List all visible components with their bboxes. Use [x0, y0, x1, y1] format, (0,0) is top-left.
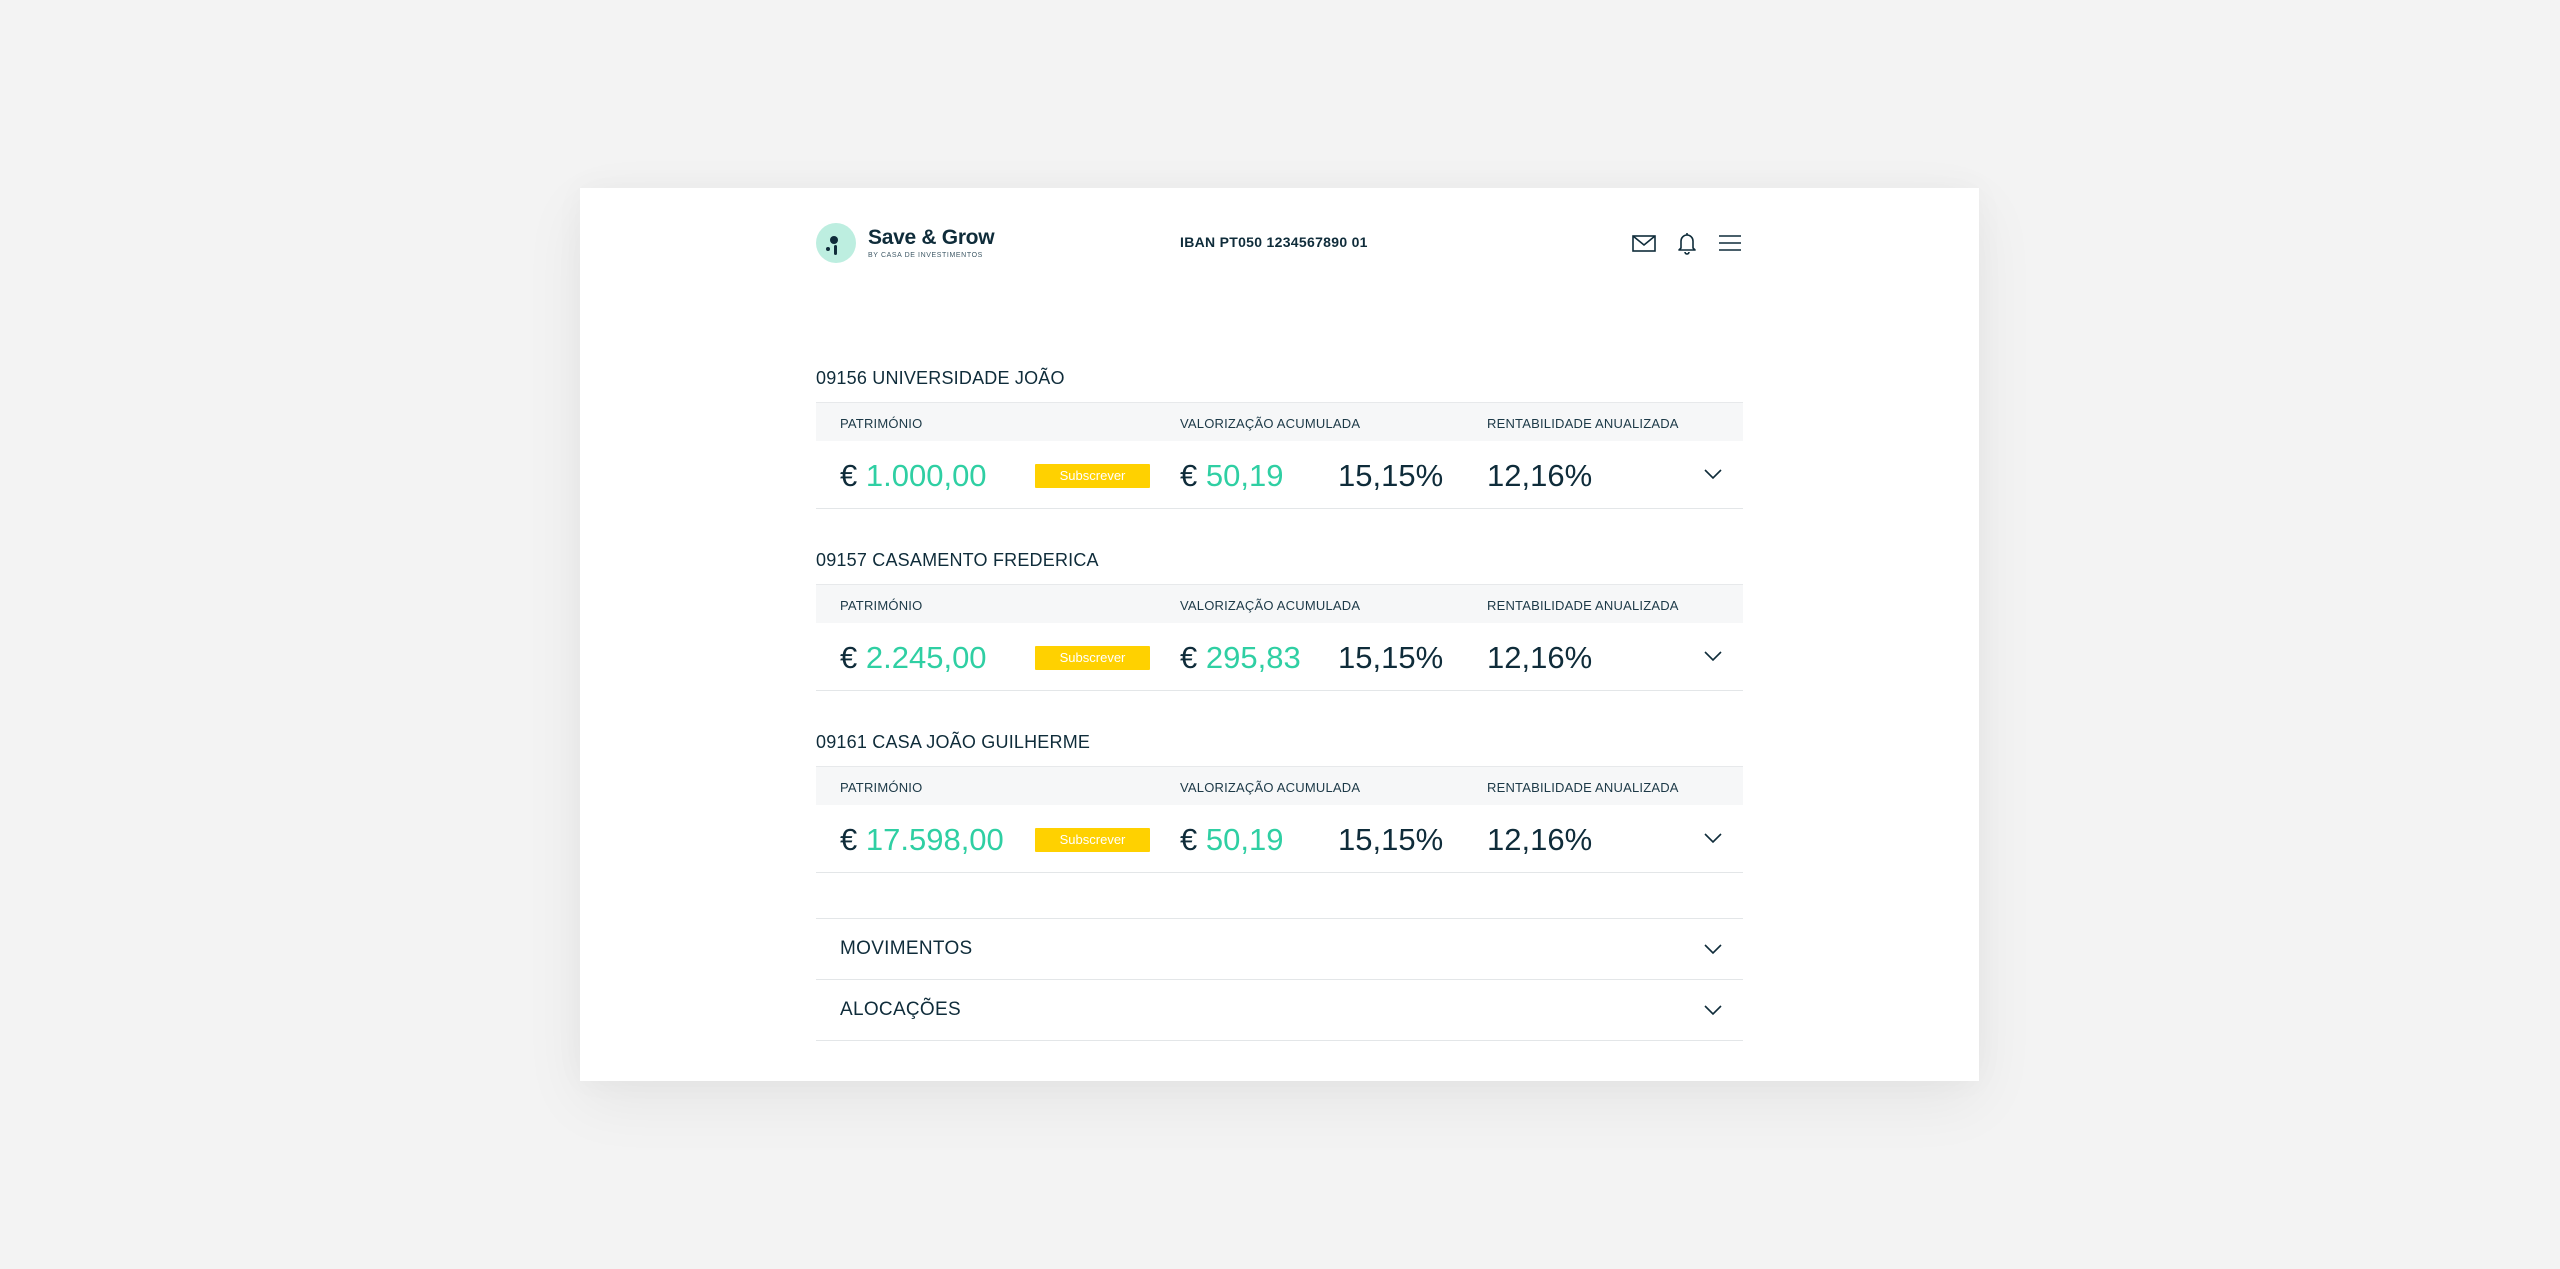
col-rentabilidade: RENTABILIDADE ANUALIZADA: [1487, 416, 1679, 431]
chevron-down-icon[interactable]: [1703, 942, 1723, 956]
logo-mark-icon: [816, 223, 856, 263]
patrimonio-value: € 2.245,00: [840, 640, 987, 675]
logo-name: Save & Grow: [868, 226, 995, 249]
section-label: MOVIMENTOS: [840, 938, 973, 959]
col-patrimonio: PATRIMÓNIO: [840, 416, 923, 431]
dashboard-card: Save & Grow BY CASA DE INVESTIMENTOS IBA…: [580, 188, 1979, 1081]
logo-subtitle: BY CASA DE INVESTIMENTOS: [868, 252, 983, 259]
section-alocacoes[interactable]: ALOCAÇÕES: [816, 979, 1743, 1041]
subscribe-button[interactable]: Subscrever: [1035, 464, 1150, 488]
col-valorizacao: VALORIZAÇÃO ACUMULADA: [1180, 416, 1361, 431]
bell-icon[interactable]: [1674, 230, 1700, 256]
subscribe-button[interactable]: Subscrever: [1035, 646, 1150, 670]
account-row[interactable]: € 1.000,00 Subscrever € 50,19 15,15% 12,…: [816, 441, 1743, 509]
valorizacao-value: € 50,19: [1180, 458, 1284, 493]
section-movimentos[interactable]: MOVIMENTOS: [816, 918, 1743, 980]
account-row[interactable]: € 2.245,00 Subscrever € 295,83 15,15% 12…: [816, 623, 1743, 691]
col-patrimonio: PATRIMÓNIO: [840, 780, 923, 795]
account-column-headers: PATRIMÓNIO VALORIZAÇÃO ACUMULADA RENTABI…: [816, 584, 1743, 623]
col-valorizacao: VALORIZAÇÃO ACUMULADA: [1180, 780, 1361, 795]
divider: [816, 1040, 1743, 1041]
col-rentabilidade: RENTABILIDADE ANUALIZADA: [1487, 780, 1679, 795]
header-actions: [1631, 230, 1743, 256]
col-valorizacao: VALORIZAÇÃO ACUMULADA: [1180, 598, 1361, 613]
chevron-down-icon[interactable]: [1703, 467, 1723, 481]
account-block: 09156 UNIVERSIDADE JOÃO PATRIMÓNIO VALOR…: [816, 364, 1743, 509]
rentabilidade-value: 12,16%: [1487, 640, 1593, 675]
account-column-headers: PATRIMÓNIO VALORIZAÇÃO ACUMULADA RENTABI…: [816, 402, 1743, 441]
patrimonio-value: € 1.000,00: [840, 458, 987, 493]
header: Save & Grow BY CASA DE INVESTIMENTOS IBA…: [816, 218, 1743, 268]
col-patrimonio: PATRIMÓNIO: [840, 598, 923, 613]
valorizacao-percent: 15,15%: [1338, 822, 1444, 857]
valorizacao-percent: 15,15%: [1338, 458, 1444, 493]
subscribe-button[interactable]: Subscrever: [1035, 828, 1150, 852]
content-column: Save & Grow BY CASA DE INVESTIMENTOS IBA…: [816, 188, 1743, 1081]
valorizacao-percent: 15,15%: [1338, 640, 1444, 675]
account-column-headers: PATRIMÓNIO VALORIZAÇÃO ACUMULADA RENTABI…: [816, 766, 1743, 805]
rentabilidade-value: 12,16%: [1487, 822, 1593, 857]
account-block: 09157 CASAMENTO FREDERICA PATRIMÓNIO VAL…: [816, 546, 1743, 691]
menu-icon[interactable]: [1717, 230, 1743, 256]
valorizacao-value: € 295,83: [1180, 640, 1301, 675]
patrimonio-value: € 17.598,00: [840, 822, 1004, 857]
account-title: 09157 CASAMENTO FREDERICA: [816, 550, 1099, 570]
account-title: 09156 UNIVERSIDADE JOÃO: [816, 368, 1065, 388]
account-block: 09161 CASA JOÃO GUILHERME PATRIMÓNIO VAL…: [816, 728, 1743, 873]
chevron-down-icon[interactable]: [1703, 649, 1723, 663]
rentabilidade-value: 12,16%: [1487, 458, 1593, 493]
account-title: 09161 CASA JOÃO GUILHERME: [816, 732, 1091, 752]
chevron-down-icon[interactable]: [1703, 1003, 1723, 1017]
account-row[interactable]: € 17.598,00 Subscrever € 50,19 15,15% 12…: [816, 805, 1743, 873]
chevron-down-icon[interactable]: [1703, 831, 1723, 845]
logo[interactable]: Save & Grow BY CASA DE INVESTIMENTOS: [816, 218, 995, 268]
section-label: ALOCAÇÕES: [840, 999, 961, 1020]
valorizacao-value: € 50,19: [1180, 822, 1284, 857]
iban-label: IBAN PT050 1234567890 01: [1180, 234, 1368, 250]
col-rentabilidade: RENTABILIDADE ANUALIZADA: [1487, 598, 1679, 613]
mail-icon[interactable]: [1631, 230, 1657, 256]
